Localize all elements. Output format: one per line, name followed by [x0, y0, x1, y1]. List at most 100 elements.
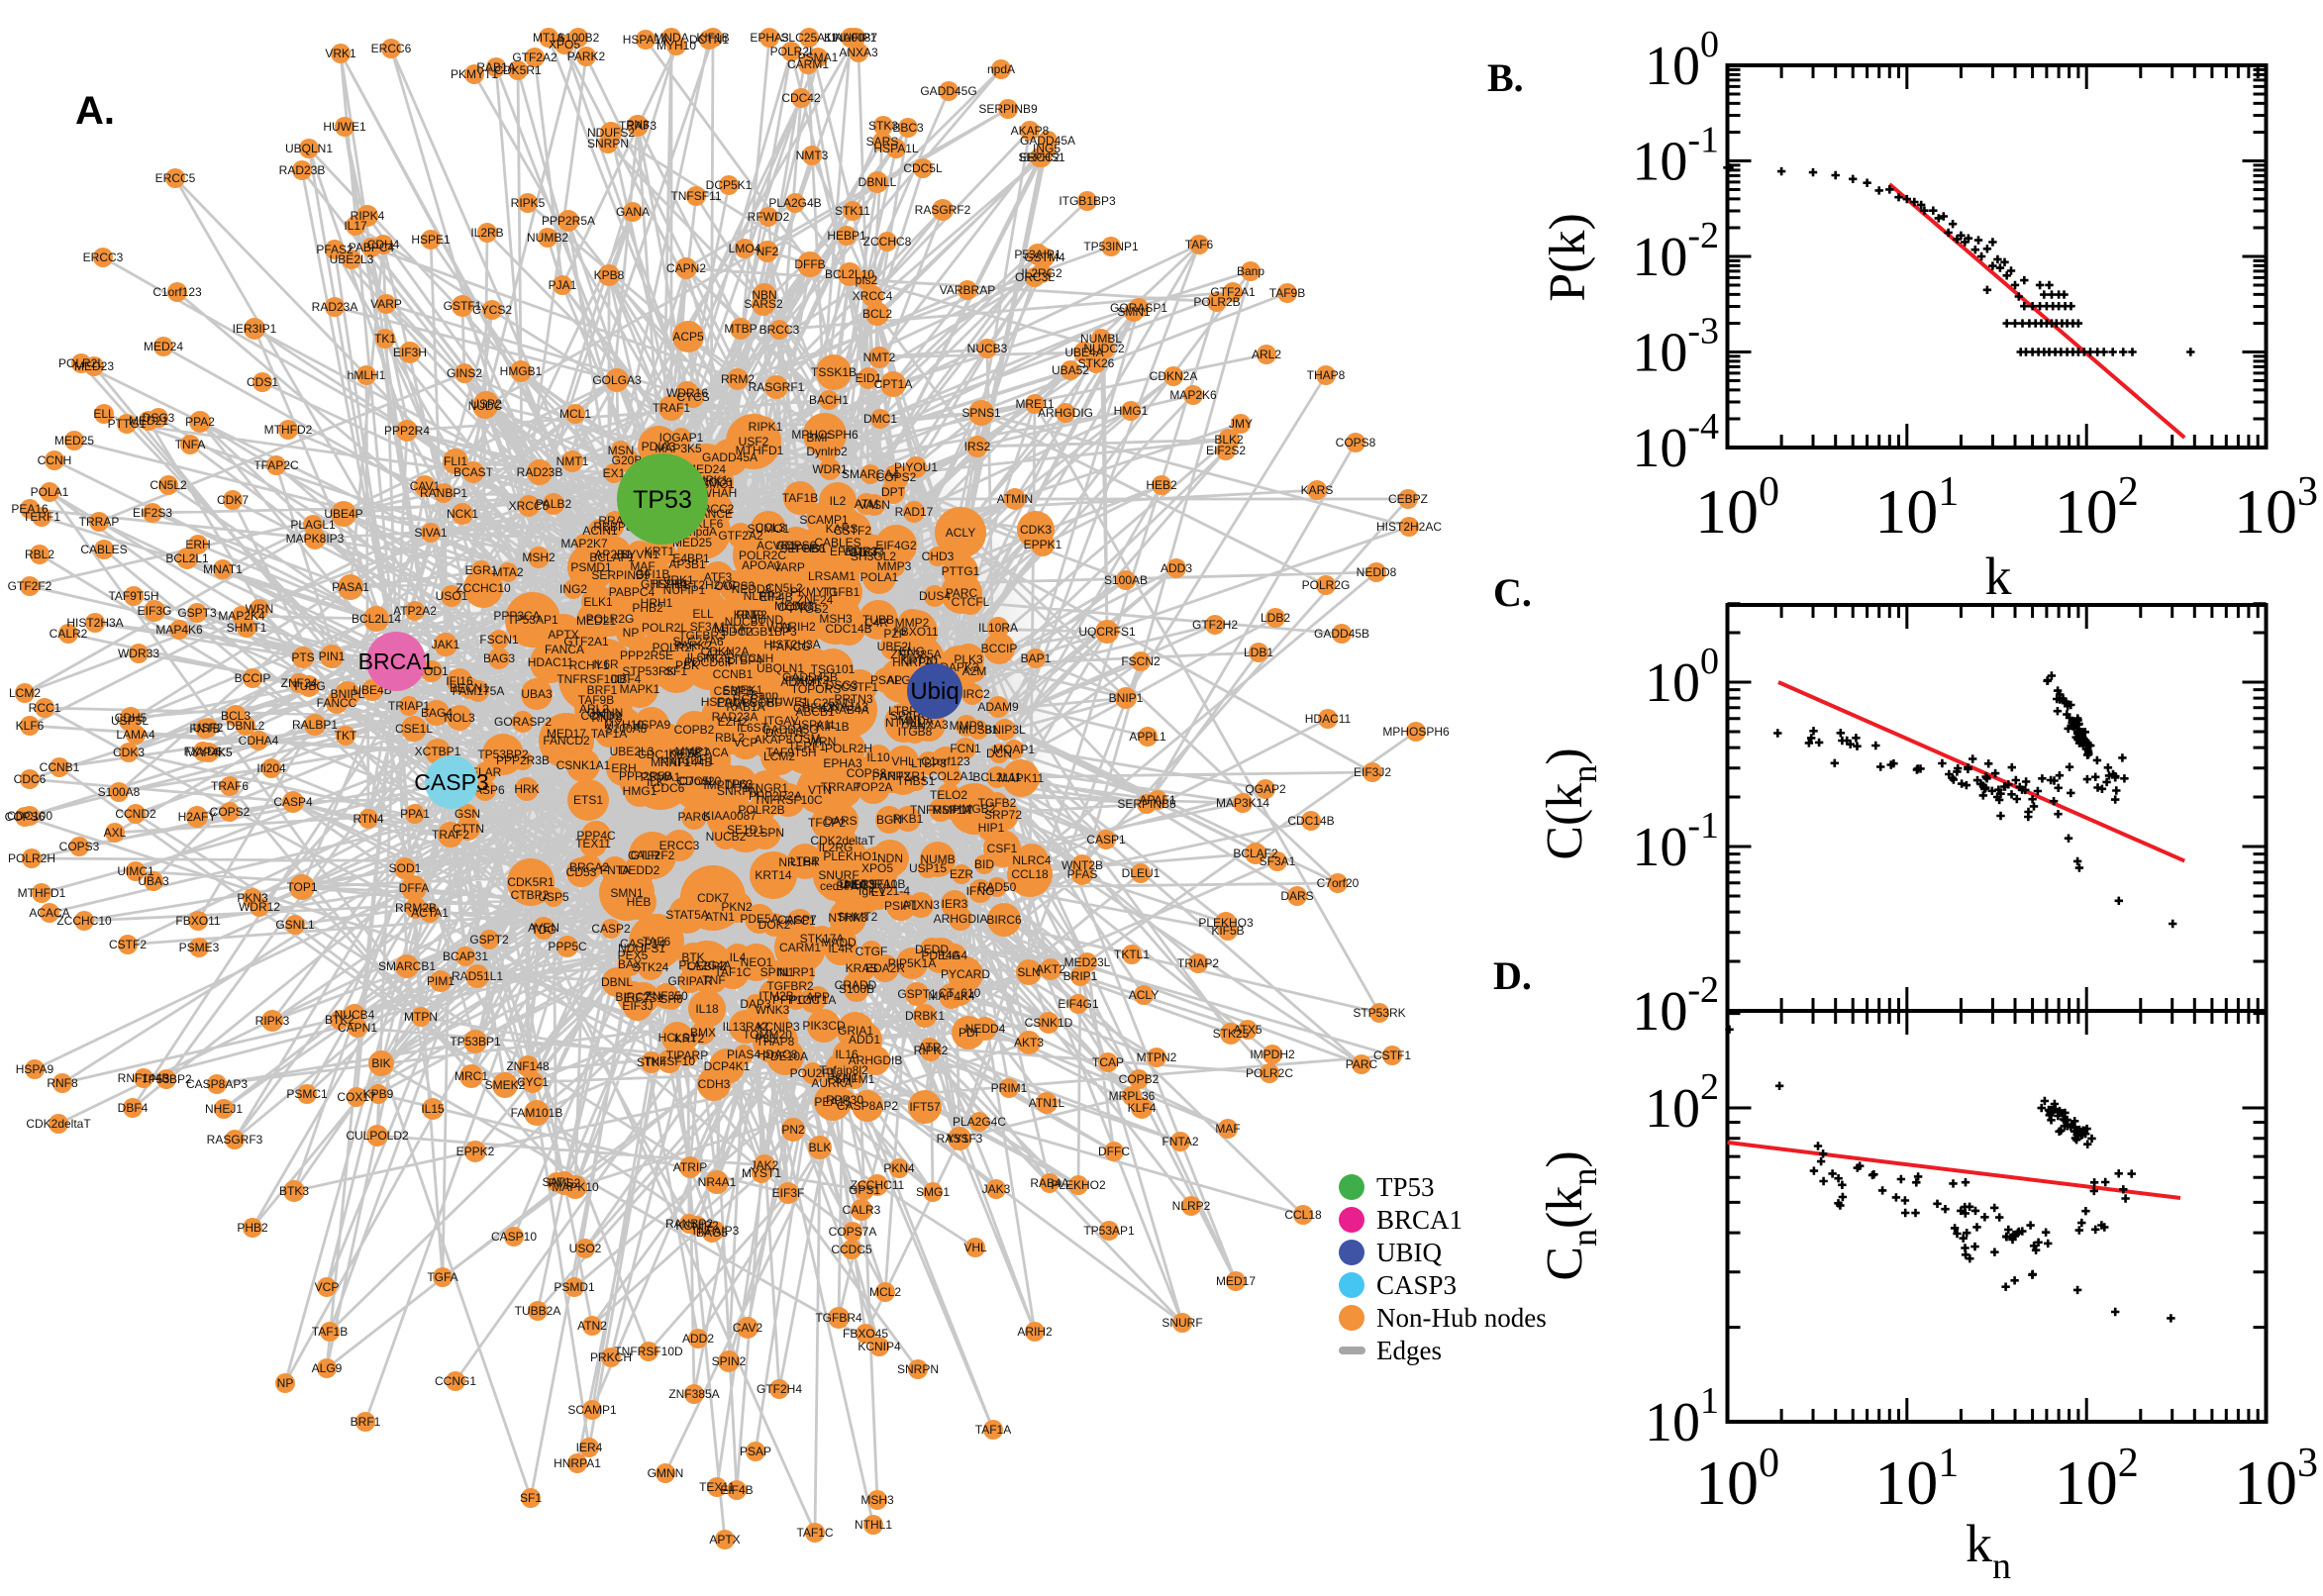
svg-text:WRN: WRN [808, 735, 837, 748]
svg-text:GRIA1: GRIA1 [838, 1024, 873, 1038]
svg-text:SH6: SH6 [659, 992, 683, 1006]
svg-text:CSTF1: CSTF1 [1373, 1048, 1411, 1062]
svg-text:MED21: MED21 [576, 614, 616, 628]
svg-text:MUS81: MUS81 [959, 723, 998, 737]
svg-text:KRT9: KRT9 [734, 608, 764, 622]
svg-text:COPS8: COPS8 [1336, 436, 1376, 449]
svg-text:GADD45G: GADD45G [920, 84, 976, 98]
svg-text:LTBP3: LTBP3 [911, 756, 947, 770]
svg-text:IL13RA2: IL13RA2 [723, 1020, 769, 1034]
svg-text:TGFA: TGFA [427, 1270, 457, 1284]
svg-text:LTBP4: LTBP4 [727, 653, 762, 667]
svg-text:FBXO45: FBXO45 [843, 1327, 888, 1341]
svg-text:SDC2: SDC2 [721, 625, 753, 639]
svg-text:ZNF148: ZNF148 [506, 1059, 550, 1073]
svg-text:PTTG1: PTTG1 [942, 564, 980, 578]
svg-text:KIF5B: KIF5B [1211, 924, 1244, 938]
svg-text:ADD1: ADD1 [849, 1033, 880, 1047]
svg-text:MED23: MED23 [774, 599, 814, 613]
svg-text:EIF4B: EIF4B [759, 590, 792, 604]
svg-text:ACP5: ACP5 [672, 330, 704, 344]
svg-text:MTHFD1: MTHFD1 [18, 886, 66, 900]
svg-text:MADD: MADD [821, 936, 857, 949]
svg-text:RCC1: RCC1 [733, 692, 765, 706]
svg-text:DCN: DCN [986, 747, 1012, 760]
svg-text:SMG1: SMG1 [916, 1185, 950, 1199]
svg-text:LIG4: LIG4 [942, 948, 967, 962]
svg-text:TOP1: TOP1 [286, 880, 317, 894]
svg-text:PN2: PN2 [781, 1123, 805, 1137]
svg-text:CLSPN: CLSPN [745, 826, 784, 840]
svg-text:TP53BP1: TP53BP1 [450, 1035, 501, 1048]
svg-text:TP53INP1: TP53INP1 [1083, 240, 1139, 253]
svg-text:KRT10: KRT10 [900, 653, 937, 667]
svg-text:FCN1: FCN1 [950, 742, 981, 755]
svg-text:C1orf123: C1orf123 [152, 285, 202, 299]
svg-text:COPS6: COPS6 [776, 539, 817, 552]
svg-text:CABLES: CABLES [80, 543, 127, 556]
svg-text:AKT3: AKT3 [1014, 1036, 1044, 1049]
svg-text:ATF3: ATF3 [704, 570, 733, 584]
svg-text:TGFBR3: TGFBR3 [678, 629, 726, 643]
svg-text:KRT1: KRT1 [645, 545, 675, 558]
svg-text:HSPA9: HSPA9 [633, 718, 671, 732]
svg-text:PPP5C: PPP5C [548, 940, 587, 953]
svg-text:RNF144B: RNF144B [660, 755, 713, 769]
svg-text:VARP: VARP [773, 560, 805, 574]
svg-text:HSPA1L: HSPA1L [792, 718, 837, 732]
svg-text:PDE5A: PDE5A [740, 912, 778, 926]
svg-text:MAF: MAF [1215, 1122, 1240, 1136]
svg-text:FANCC: FANCC [317, 696, 357, 710]
svg-text:WDR16: WDR16 [666, 386, 708, 400]
svg-text:ATM: ATM [855, 497, 878, 511]
svg-text:PKN4: PKN4 [883, 1161, 915, 1175]
svg-text:Dynlrb2: Dynlrb2 [806, 445, 848, 458]
svg-text:IFT57: IFT57 [909, 1100, 941, 1114]
svg-text:Non-Hub nodes: Non-Hub nodes [1376, 1303, 1547, 1333]
svg-text:TEX11: TEX11 [575, 837, 611, 850]
svg-text:DBNL2: DBNL2 [227, 719, 265, 733]
svg-text:NUCB1: NUCB1 [725, 615, 765, 629]
svg-text:CDK5R1: CDK5R1 [494, 63, 542, 77]
svg-text:SMN1: SMN1 [610, 886, 644, 900]
svg-text:POLA1: POLA1 [31, 485, 69, 499]
svg-text:UBIQ: UBIQ [1376, 1238, 1442, 1267]
svg-text:TCAP: TCAP [1092, 1055, 1124, 1069]
svg-text:OSM: OSM [793, 732, 820, 746]
svg-text:HCLS1: HCLS1 [658, 1031, 697, 1045]
svg-text:MMP3: MMP3 [877, 559, 912, 573]
svg-text:FSCN2: FSCN2 [1121, 654, 1161, 668]
svg-text:PCYT1A: PCYT1A [790, 993, 837, 1007]
svg-text:FXYD6: FXYD6 [184, 745, 223, 758]
svg-text:JUND: JUND [752, 613, 783, 627]
svg-text:NEO1: NEO1 [741, 955, 773, 969]
svg-text:SNURF: SNURF [1162, 1316, 1202, 1330]
svg-text:TNFRSF10C: TNFRSF10C [754, 793, 823, 807]
svg-text:ADAM1: ADAM1 [780, 675, 822, 689]
svg-text:BRCA1: BRCA1 [358, 648, 435, 674]
svg-text:PLK3: PLK3 [954, 652, 983, 666]
svg-text:SF3A1: SF3A1 [1260, 854, 1296, 868]
svg-text:DBF4: DBF4 [118, 1101, 149, 1115]
svg-text:CTCFL: CTCFL [952, 595, 990, 609]
svg-text:PIN1: PIN1 [319, 649, 346, 663]
svg-text:CDKN2A: CDKN2A [701, 645, 750, 658]
svg-text:CARM1: CARM1 [779, 941, 821, 954]
svg-text:IL4R: IL4R [828, 942, 854, 955]
svg-text:COPS8: COPS8 [847, 766, 887, 780]
svg-text:IL2RG2: IL2RG2 [1021, 266, 1062, 280]
svg-text:PTS: PTS [291, 650, 314, 664]
svg-text:USO2: USO2 [569, 1242, 602, 1255]
svg-text:EFEMP2: EFEMP2 [830, 545, 877, 558]
svg-text:DCTN1: DCTN1 [689, 33, 729, 47]
svg-text:SOD1: SOD1 [389, 861, 422, 875]
svg-text:IFNGR1: IFNGR1 [745, 781, 788, 795]
svg-text:PSMD1: PSMD1 [570, 560, 612, 574]
svg-text:ced-4: ced-4 [820, 879, 850, 893]
svg-text:TAF1A: TAF1A [975, 1423, 1011, 1437]
svg-text:MAP4K4: MAP4K4 [928, 989, 975, 1003]
svg-text:IL2: IL2 [830, 494, 847, 508]
svg-text:IL6R: IL6R [593, 657, 619, 671]
svg-text:TUBB: TUBB [862, 613, 894, 627]
svg-text:USF2: USF2 [193, 721, 224, 735]
